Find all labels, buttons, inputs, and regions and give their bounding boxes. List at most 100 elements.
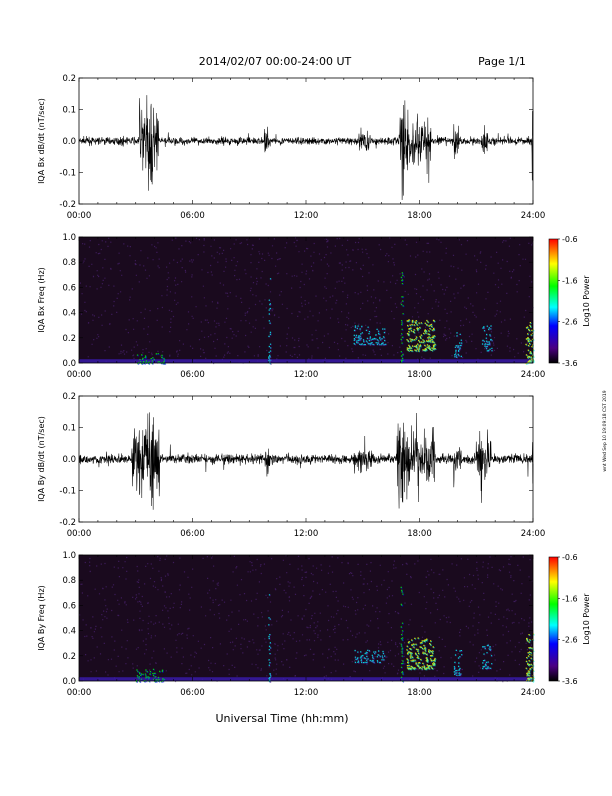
y-axis-label: IQA By Freq (Hz) bbox=[37, 585, 46, 651]
x-tick-label: 00:00 bbox=[67, 211, 92, 221]
colorbar-tick-label: -2.6 bbox=[562, 318, 578, 327]
spectrogram-feature-halo-3 bbox=[354, 326, 388, 347]
spectrogram-feature-2 bbox=[268, 594, 272, 683]
spectrogram-feature-halo-7 bbox=[482, 645, 494, 671]
x-tick-label: 12:00 bbox=[294, 370, 319, 380]
spectrogram-feature-1 bbox=[136, 353, 166, 365]
side-stamp: wnt Wed Sep 10 19:09:18 CST 2019 bbox=[602, 390, 608, 471]
report-title: 2014/02/07 00:00-24:00 UT bbox=[199, 55, 352, 68]
x-tick-label: 24:00 bbox=[521, 211, 546, 221]
panel-3: 00:00 06:00 12:00 18:00 24:00 -0.2 -0.1 0.0 0.1 0… bbox=[37, 392, 545, 539]
spectrogram-feature-halo-8 bbox=[526, 634, 535, 683]
x-tick-label: 12:00 bbox=[294, 529, 319, 539]
y-tick-label: -0.2 bbox=[59, 518, 76, 528]
y-axis-label: IQA Bx dB/dt (nT/sec) bbox=[37, 98, 46, 184]
spectrogram-feature-halo-5 bbox=[407, 638, 437, 671]
x-tick-label: 18:00 bbox=[407, 688, 432, 698]
y-tick-label: 0.2 bbox=[62, 334, 76, 344]
page-indicator: Page 1/1 bbox=[478, 55, 526, 68]
colorbar-tick-label: -1.6 bbox=[562, 276, 578, 285]
spectrogram-feature-halo-1 bbox=[136, 669, 166, 683]
y-tick-label: 0.0 bbox=[62, 359, 76, 369]
x-tick-label: 24:00 bbox=[521, 529, 546, 539]
x-tick-label: 18:00 bbox=[407, 370, 432, 380]
x-tick-label: 24:00 bbox=[521, 688, 546, 698]
y-tick-label: 1.0 bbox=[62, 233, 76, 243]
x-tick-label: 00:00 bbox=[67, 688, 92, 698]
colorbar-tick-label: -2.6 bbox=[562, 636, 578, 645]
y-tick-label: 0.2 bbox=[62, 652, 76, 662]
colorbar-tick-label: -0.6 bbox=[562, 235, 578, 244]
panel-4: -0.6 -1.6 -2.6 -3.6 Log10 Power 00:00 06:00 12:… bbox=[37, 551, 591, 698]
spectrogram-feature-halo-4 bbox=[401, 272, 405, 364]
y-tick-label: 1.0 bbox=[62, 551, 76, 561]
y-tick-label: 0.6 bbox=[62, 601, 76, 611]
x-tick-label: 18:00 bbox=[407, 211, 432, 221]
y-tick-label: 0.4 bbox=[62, 309, 76, 319]
spectrogram-feature-5 bbox=[406, 319, 436, 352]
y-tick-label: 0.0 bbox=[62, 137, 76, 147]
panel-1: 00:00 06:00 12:00 18:00 24:00 -0.2 -0.1 0.0 0.1 0… bbox=[37, 74, 545, 221]
spectrogram-feature-halo-5 bbox=[407, 320, 437, 353]
colorbar bbox=[548, 556, 559, 682]
spectrogram-feature-6 bbox=[453, 649, 463, 676]
spectrogram-feature-7 bbox=[482, 644, 493, 670]
y-tick-label: 0.8 bbox=[62, 576, 76, 586]
y-axis-label: IQA By dB/dt (nT/sec) bbox=[37, 416, 46, 502]
y-tick-label: 0.6 bbox=[62, 283, 76, 293]
panels-group: 00:00 06:00 12:00 18:00 24:00 -0.2 -0.1 0.0 0.1 0… bbox=[37, 74, 591, 698]
y-tick-label: 0.2 bbox=[62, 392, 76, 402]
y-tick-label: 0.1 bbox=[62, 424, 76, 434]
x-tick-label: 06:00 bbox=[180, 688, 205, 698]
x-tick-label: 12:00 bbox=[294, 688, 319, 698]
spectrogram-feature-halo-6 bbox=[454, 650, 464, 677]
spectrogram-feature-halo-7 bbox=[482, 326, 494, 353]
y-tick-label: 0.0 bbox=[62, 455, 76, 465]
x-tick-label: 24:00 bbox=[521, 370, 546, 380]
spectrogram-feature-3 bbox=[354, 649, 386, 664]
y-tick-label: -0.1 bbox=[59, 169, 76, 179]
y-tick-label: 0.8 bbox=[62, 258, 76, 268]
colorbar-tick-label: -3.6 bbox=[562, 359, 578, 368]
spectrogram-feature-1 bbox=[135, 668, 166, 683]
x-tick-label: 06:00 bbox=[180, 211, 205, 221]
x-tick-label: 12:00 bbox=[294, 211, 319, 221]
colorbar-tick-label: -3.6 bbox=[562, 677, 578, 686]
colorbar-tick-label: -1.6 bbox=[562, 594, 578, 603]
spectrogram-feature-halo-1 bbox=[137, 353, 167, 365]
spectrogram-feature-6 bbox=[454, 332, 463, 358]
y-axis-label: IQA Bx Freq (Hz) bbox=[37, 267, 46, 333]
time-series-trace bbox=[78, 412, 534, 510]
spectrogram-feature-4 bbox=[400, 586, 404, 682]
colorbar-tick-label: -0.6 bbox=[562, 553, 578, 562]
y-tick-label: 0.0 bbox=[62, 677, 76, 687]
spectrogram-feature-halo-4 bbox=[401, 587, 405, 683]
y-tick-label: 0.2 bbox=[62, 74, 76, 84]
spectrogram-background bbox=[79, 237, 533, 363]
spectrogram-feature-8 bbox=[525, 322, 535, 365]
spectrogram-feature-halo-2 bbox=[268, 594, 273, 683]
x-tick-label: 06:00 bbox=[180, 529, 205, 539]
colorbar-label: Log10 Power bbox=[582, 275, 591, 327]
x-tick-label: 00:00 bbox=[67, 370, 92, 380]
colorbar-label: Log10 Power bbox=[582, 593, 591, 645]
x-tick-label: 00:00 bbox=[67, 529, 92, 539]
y-tick-label: -0.2 bbox=[59, 200, 76, 210]
spectrogram-feature-halo-8 bbox=[526, 322, 535, 365]
spectrogram-feature-halo-3 bbox=[355, 650, 386, 664]
spectrogram-feature-halo-6 bbox=[454, 333, 463, 359]
y-tick-label: 0.4 bbox=[62, 627, 76, 637]
x-axis-label: Universal Time (hh:mm) bbox=[216, 712, 349, 725]
x-tick-label: 06:00 bbox=[180, 370, 205, 380]
spectrogram-noise bbox=[79, 555, 533, 683]
spectrogram-feature-halo-2 bbox=[268, 278, 272, 365]
y-tick-label: 0.1 bbox=[62, 106, 76, 116]
spectrogram-background bbox=[79, 555, 533, 681]
x-tick-label: 18:00 bbox=[407, 529, 432, 539]
panel-2: -0.6 -1.6 -2.6 -3.6 Log10 Power 00:00 06:00 12:… bbox=[37, 233, 591, 380]
colorbar bbox=[548, 238, 559, 364]
time-series-trace bbox=[78, 95, 534, 200]
y-tick-label: -0.1 bbox=[59, 487, 76, 497]
